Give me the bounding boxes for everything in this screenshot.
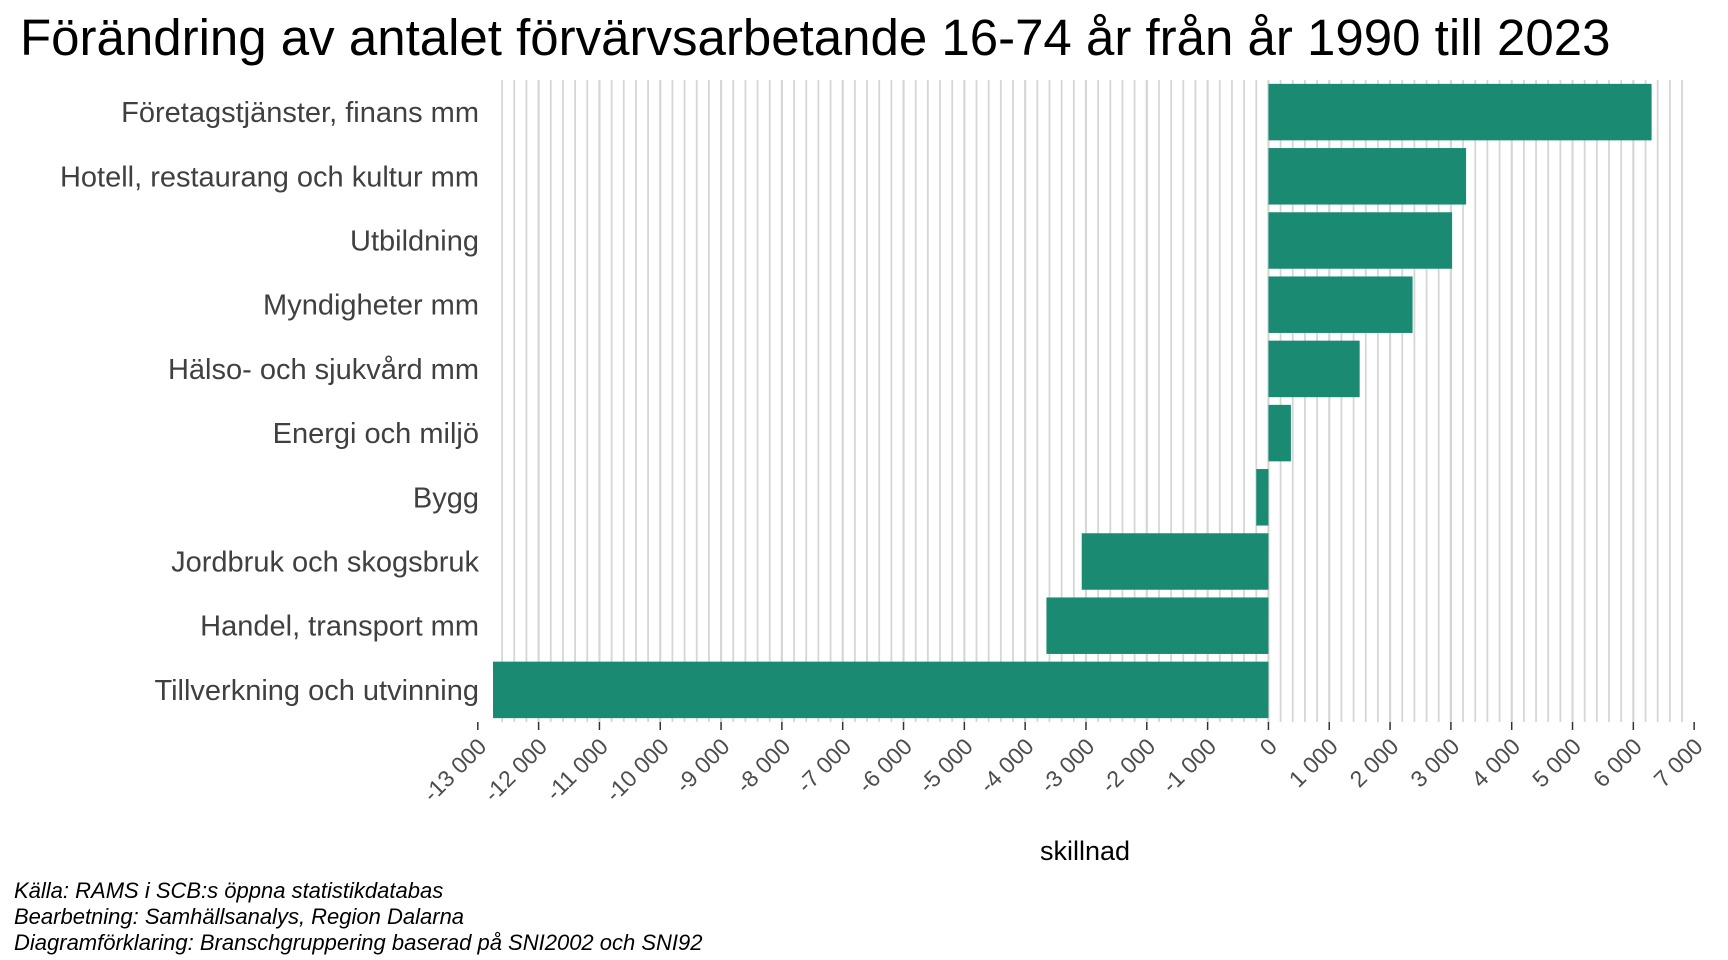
category-label: Handel, transport mm bbox=[200, 611, 479, 643]
x-tick-label: 0 bbox=[1255, 733, 1282, 760]
x-tick-label: -7 000 bbox=[792, 733, 857, 798]
category-label: Jordbruk och skogsbruk bbox=[171, 547, 479, 579]
bar bbox=[1268, 148, 1467, 205]
source-note: Källa: RAMS i SCB:s öppna statistikdatab… bbox=[14, 878, 444, 903]
x-tick-label: -10 000 bbox=[600, 733, 674, 807]
x-tick-label: -4 000 bbox=[974, 733, 1039, 798]
category-label: Bygg bbox=[413, 482, 479, 514]
bar bbox=[1268, 276, 1413, 333]
category-labels: Företagstjänster, finans mm Hotell, resta… bbox=[60, 97, 480, 707]
bar bbox=[1268, 212, 1453, 269]
bar bbox=[1256, 469, 1269, 526]
bar bbox=[493, 661, 1269, 719]
x-tick-label: -5 000 bbox=[913, 733, 978, 798]
category-label: Energi och miljö bbox=[273, 418, 479, 450]
x-tick-label: -3 000 bbox=[1035, 733, 1100, 798]
x-tick-label: -11 000 bbox=[541, 733, 613, 805]
category-label: Företagstjänster, finans mm bbox=[121, 97, 479, 129]
bars bbox=[493, 83, 1652, 719]
grid-lines bbox=[501, 80, 1683, 722]
x-tick-label: -6 000 bbox=[853, 733, 918, 798]
source-notes: Källa: RAMS i SCB:s öppna statistikdatab… bbox=[14, 878, 703, 956]
x-tick-label: -8 000 bbox=[731, 733, 796, 798]
x-tick-label: -12 000 bbox=[479, 733, 553, 807]
category-label: Tillverkning och utvinning bbox=[154, 675, 479, 707]
x-axis-title: skillnad bbox=[1040, 836, 1130, 866]
x-tick-label: 6 000 bbox=[1588, 733, 1647, 792]
x-axis-ticks: -13 000-12 000-11 000-10 000-9 000-8 000… bbox=[418, 722, 1708, 807]
chart-title: Förändring av antalet förvärvsarbetande … bbox=[20, 9, 1611, 66]
x-tick-label: -1 000 bbox=[1157, 733, 1222, 798]
explanation-note: Diagramförklaring: Branschgruppering bas… bbox=[14, 930, 703, 955]
x-tick-label: -2 000 bbox=[1096, 733, 1161, 798]
x-tick-label: -9 000 bbox=[670, 733, 735, 798]
x-tick-label: 7 000 bbox=[1649, 733, 1708, 792]
x-tick-label: 5 000 bbox=[1527, 733, 1586, 792]
bar bbox=[1081, 533, 1269, 590]
bar bbox=[1046, 597, 1269, 654]
x-tick-label: 4 000 bbox=[1466, 733, 1525, 792]
category-label: Utbildning bbox=[350, 226, 479, 258]
bar bbox=[1268, 340, 1360, 398]
x-tick-label: 3 000 bbox=[1405, 733, 1464, 792]
category-label: Hälso- och sjukvård mm bbox=[168, 354, 479, 386]
processing-note: Bearbetning: Samhällsanalys, Region Dala… bbox=[14, 904, 465, 929]
category-label: Hotell, restaurang och kultur mm bbox=[60, 161, 479, 193]
bar bbox=[1268, 404, 1291, 462]
category-label: Myndigheter mm bbox=[263, 290, 479, 322]
x-tick-label: 1 000 bbox=[1284, 733, 1343, 792]
x-tick-label: 2 000 bbox=[1345, 733, 1404, 792]
x-tick-label: -13 000 bbox=[418, 733, 492, 807]
bar bbox=[1268, 83, 1652, 141]
